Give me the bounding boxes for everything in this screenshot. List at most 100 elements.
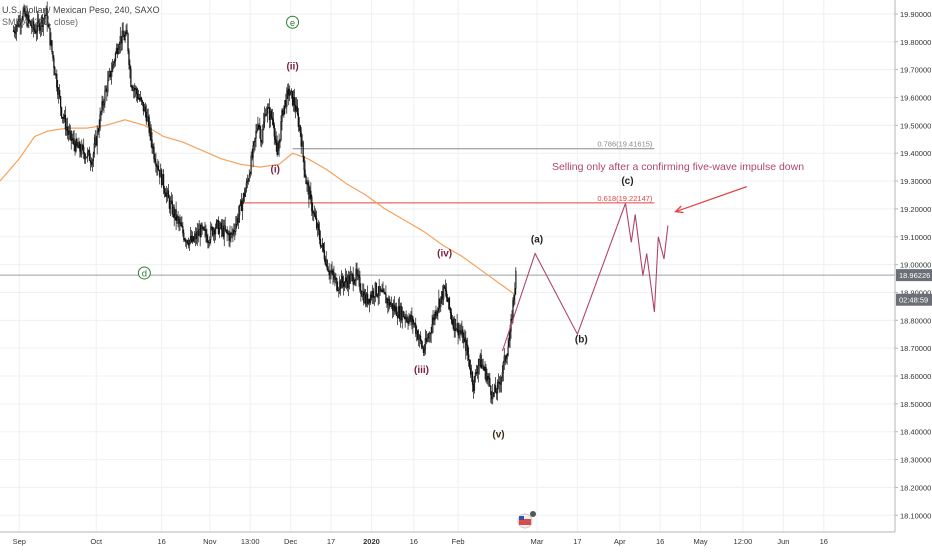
candle — [168, 194, 171, 214]
candle — [295, 97, 298, 112]
candle-body — [303, 156, 305, 171]
candle — [176, 214, 178, 224]
candle — [470, 364, 473, 382]
candle-body — [415, 323, 417, 334]
candle-body — [206, 235, 208, 242]
candle-body — [34, 29, 36, 32]
candle-body — [161, 169, 163, 186]
candle — [321, 237, 324, 253]
event-flag-icon[interactable] — [517, 511, 536, 529]
candle-body — [200, 224, 202, 238]
candle — [192, 235, 195, 243]
candle-body — [50, 40, 52, 46]
candle-body — [237, 218, 239, 223]
candle — [416, 325, 418, 342]
current-price-tag — [896, 269, 932, 282]
candle-body — [222, 226, 224, 238]
candle-body — [380, 289, 382, 292]
candle-body — [354, 279, 356, 284]
time-tick-label: May — [694, 537, 708, 546]
candle — [431, 314, 433, 335]
candle — [390, 302, 392, 307]
candle — [36, 10, 39, 40]
price-tick-label: 19.50000 — [900, 121, 931, 130]
candle — [132, 84, 134, 92]
candle — [218, 221, 221, 238]
candle — [129, 59, 131, 79]
candle-body — [214, 227, 217, 235]
candle — [436, 309, 438, 319]
candle-body — [276, 142, 278, 155]
candle-body — [457, 323, 459, 336]
candle-body — [317, 223, 320, 231]
candle-body — [355, 268, 357, 281]
candle — [177, 210, 179, 228]
candle-body — [76, 139, 78, 146]
candle-body — [268, 107, 271, 121]
candle — [389, 296, 391, 310]
candle — [140, 96, 143, 105]
candle-body — [260, 129, 262, 142]
candle — [94, 130, 96, 148]
candle-body — [300, 132, 302, 147]
candle-body — [159, 170, 161, 178]
candle-body — [247, 180, 249, 182]
candle-body — [342, 282, 345, 287]
candle — [136, 86, 138, 102]
candle — [324, 255, 326, 266]
candle — [151, 132, 153, 154]
candle-body — [494, 385, 496, 394]
candle — [283, 105, 285, 118]
candle-body — [125, 30, 127, 36]
candle-body — [153, 146, 155, 160]
candle-body — [287, 88, 289, 92]
candle-body — [90, 162, 93, 165]
candle-body — [144, 106, 146, 113]
candle — [257, 116, 259, 131]
candle — [364, 288, 366, 304]
candle-body — [46, 8, 48, 26]
candle-body — [417, 337, 420, 340]
candle — [328, 263, 330, 280]
price-tick-label: 18.20000 — [900, 483, 931, 492]
wave-label: (b) — [575, 335, 588, 346]
candle — [407, 316, 409, 330]
candle — [392, 299, 395, 317]
candle-body — [323, 249, 325, 260]
candle-body — [103, 102, 105, 106]
candle-body — [491, 394, 493, 400]
candle — [323, 241, 325, 262]
candle — [154, 153, 156, 165]
candle — [186, 239, 188, 249]
candle-body — [474, 372, 477, 377]
candle — [376, 293, 378, 299]
candle — [427, 332, 429, 343]
candle-body — [402, 311, 404, 318]
candle — [133, 85, 135, 99]
candle — [240, 193, 243, 212]
candle — [503, 348, 505, 370]
candle-body — [343, 281, 346, 287]
candle — [337, 281, 339, 292]
candle-body — [403, 316, 405, 318]
candle — [492, 383, 494, 405]
candle-body — [472, 384, 475, 391]
candle — [149, 121, 151, 142]
candle-body — [309, 190, 311, 200]
candle — [65, 118, 68, 136]
candle-body — [141, 100, 144, 103]
candle-body — [189, 235, 192, 241]
candle — [88, 146, 91, 161]
candle — [467, 337, 469, 362]
candle — [232, 228, 234, 243]
candle — [239, 199, 242, 207]
candle-body — [190, 235, 193, 242]
candle-body — [446, 297, 449, 303]
candle — [54, 66, 56, 76]
candle — [289, 85, 291, 102]
candle-body — [217, 220, 220, 235]
candle-body — [126, 30, 128, 34]
candle-body — [453, 318, 455, 329]
candle-body — [438, 298, 440, 309]
